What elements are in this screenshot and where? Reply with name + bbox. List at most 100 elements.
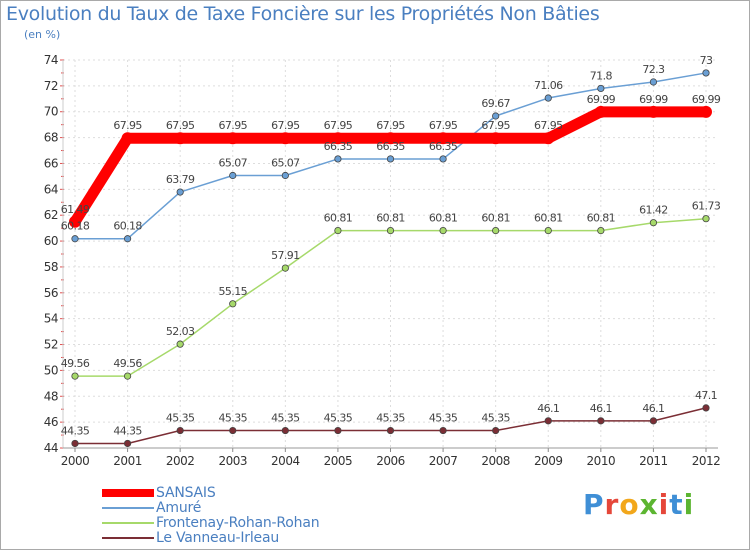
data-label-frontenay-rohan-rohan: 49.56 xyxy=(113,357,142,370)
data-point-sansais xyxy=(331,132,344,145)
data-label-frontenay-rohan-rohan: 60.81 xyxy=(324,212,353,225)
y-tick-label: 66 xyxy=(44,156,58,170)
data-label-frontenay-rohan-rohan: 60.81 xyxy=(534,212,563,225)
x-tick-label: 2010 xyxy=(587,454,616,468)
data-point-sansais xyxy=(69,215,81,228)
legend-item-amure: Amuré xyxy=(102,500,202,516)
data-label-frontenay-rohan-rohan: 57.91 xyxy=(271,249,300,262)
data-label-le-vanneau-irleau: 45.35 xyxy=(271,412,300,425)
data-point-le-vanneau-irleau xyxy=(649,417,658,425)
data-label-amure: 66.35 xyxy=(376,140,405,153)
data-point-amure xyxy=(544,94,552,102)
data-label-amure: 66.35 xyxy=(429,140,458,153)
data-label-frontenay-rohan-rohan: 61.73 xyxy=(692,200,721,213)
data-point-sansais xyxy=(594,105,607,118)
data-point-amure xyxy=(123,235,132,243)
x-tick-label: 2009 xyxy=(534,454,563,468)
data-label-frontenay-rohan-rohan: 52.03 xyxy=(166,325,195,338)
data-label-sansais: 69.99 xyxy=(692,93,721,106)
data-label-frontenay-rohan-rohan: 60.81 xyxy=(376,212,405,225)
legend-label-frontenay-rohan-rohan: Frontenay-Rohan-Rohan xyxy=(156,515,320,531)
data-label-amure: 65.07 xyxy=(219,156,248,169)
data-point-le-vanneau-irleau xyxy=(229,426,237,435)
legend-label-amure: Amuré xyxy=(156,500,202,516)
y-tick-label: 54 xyxy=(44,312,58,326)
data-point-le-vanneau-irleau xyxy=(492,426,500,435)
legend-item-sansais: SANSAIS xyxy=(102,485,216,501)
logo-letter: r xyxy=(604,488,620,521)
data-label-frontenay-rohan-rohan: 60.81 xyxy=(587,212,616,225)
y-tick-label: 70 xyxy=(44,105,58,119)
logo-letter: P xyxy=(583,488,605,521)
data-label-sansais: 67.95 xyxy=(166,119,195,132)
data-point-frontenay-rohan-rohan xyxy=(544,226,552,235)
data-point-amure xyxy=(176,188,184,196)
y-tick-label: 46 xyxy=(44,415,58,429)
data-label-le-vanneau-irleau: 45.35 xyxy=(481,412,510,425)
logo-letter: i xyxy=(658,488,670,521)
data-point-frontenay-rohan-rohan xyxy=(71,372,79,380)
y-tick-label: 72 xyxy=(44,79,58,93)
legend-item-frontenay-rohan-rohan: Frontenay-Rohan-Rohan xyxy=(102,515,320,531)
y-tick-label: 60 xyxy=(44,234,58,248)
legend-swatch-amure xyxy=(102,507,154,509)
data-label-sansais: 69.99 xyxy=(587,93,616,106)
logo-letter: i xyxy=(683,488,695,521)
data-point-le-vanneau-irleau xyxy=(544,417,552,425)
proxiti-logo: Proxiti xyxy=(583,488,694,521)
data-point-frontenay-rohan-rohan xyxy=(281,264,289,272)
data-point-sansais xyxy=(279,132,292,145)
y-tick-label: 52 xyxy=(44,338,58,352)
data-label-sansais: 67.95 xyxy=(271,119,300,132)
data-label-amure: 66.35 xyxy=(324,140,353,153)
data-label-sansais: 61.49 xyxy=(61,203,90,216)
data-label-amure: 73 xyxy=(700,54,713,67)
data-point-frontenay-rohan-rohan xyxy=(597,226,605,235)
data-point-frontenay-rohan-rohan xyxy=(334,226,342,235)
y-tick-label: 62 xyxy=(44,208,58,222)
legend-label-le-vanneau-irleau: Le Vanneau-Irleau xyxy=(156,530,279,546)
x-tick-label: 2000 xyxy=(61,454,90,468)
data-point-frontenay-rohan-rohan xyxy=(176,340,184,348)
data-label-amure: 69.67 xyxy=(481,97,510,110)
data-point-le-vanneau-irleau xyxy=(123,439,132,448)
data-point-le-vanneau-irleau xyxy=(176,426,184,435)
data-point-amure xyxy=(229,171,237,180)
data-label-le-vanneau-irleau: 45.35 xyxy=(376,412,405,425)
data-point-le-vanneau-irleau xyxy=(281,426,289,435)
x-tick-label: 2001 xyxy=(113,454,142,468)
data-label-sansais: 67.95 xyxy=(376,119,405,132)
line-chart: 44 46 48 50 52 54 56 58 60 62 64 66 68 70 72 74 2000 2001… xyxy=(44,53,722,468)
data-point-sansais xyxy=(489,132,502,145)
data-label-frontenay-rohan-rohan: 61.42 xyxy=(639,204,668,217)
y-tick-label: 74 xyxy=(44,53,58,67)
data-label-frontenay-rohan-rohan: 60.81 xyxy=(429,212,458,225)
data-label-frontenay-rohan-rohan: 60.81 xyxy=(481,212,510,225)
data-point-amure xyxy=(702,69,710,77)
legend-label-sansais: SANSAIS xyxy=(156,485,216,501)
x-tick-label: 2011 xyxy=(639,454,668,468)
x-tick-label: 2006 xyxy=(376,454,405,468)
logo-letter: t xyxy=(669,488,684,521)
data-label-le-vanneau-irleau: 45.35 xyxy=(429,412,458,425)
data-label-le-vanneau-irleau: 46.1 xyxy=(537,402,559,415)
data-point-le-vanneau-irleau xyxy=(334,426,342,435)
x-tick-label: 2005 xyxy=(324,454,353,468)
x-tick-label: 2008 xyxy=(481,454,510,468)
data-label-sansais: 67.95 xyxy=(113,119,142,132)
y-tick-label: 50 xyxy=(44,363,58,377)
y-tick-label: 64 xyxy=(44,182,58,196)
data-point-frontenay-rohan-rohan xyxy=(123,372,132,380)
x-tick-label: 2002 xyxy=(166,454,195,468)
data-point-amure xyxy=(597,84,605,93)
legend-swatch-frontenay-rohan-rohan xyxy=(102,522,154,524)
x-tick-label: 2003 xyxy=(218,454,247,468)
data-point-amure xyxy=(649,78,658,86)
data-label-sansais: 67.95 xyxy=(429,119,458,132)
data-point-frontenay-rohan-rohan xyxy=(439,226,447,235)
data-point-sansais xyxy=(226,132,239,145)
data-label-le-vanneau-irleau: 45.35 xyxy=(166,412,195,425)
y-tick-label: 68 xyxy=(44,131,58,145)
data-point-sansais xyxy=(174,132,187,145)
data-point-le-vanneau-irleau xyxy=(702,404,710,412)
